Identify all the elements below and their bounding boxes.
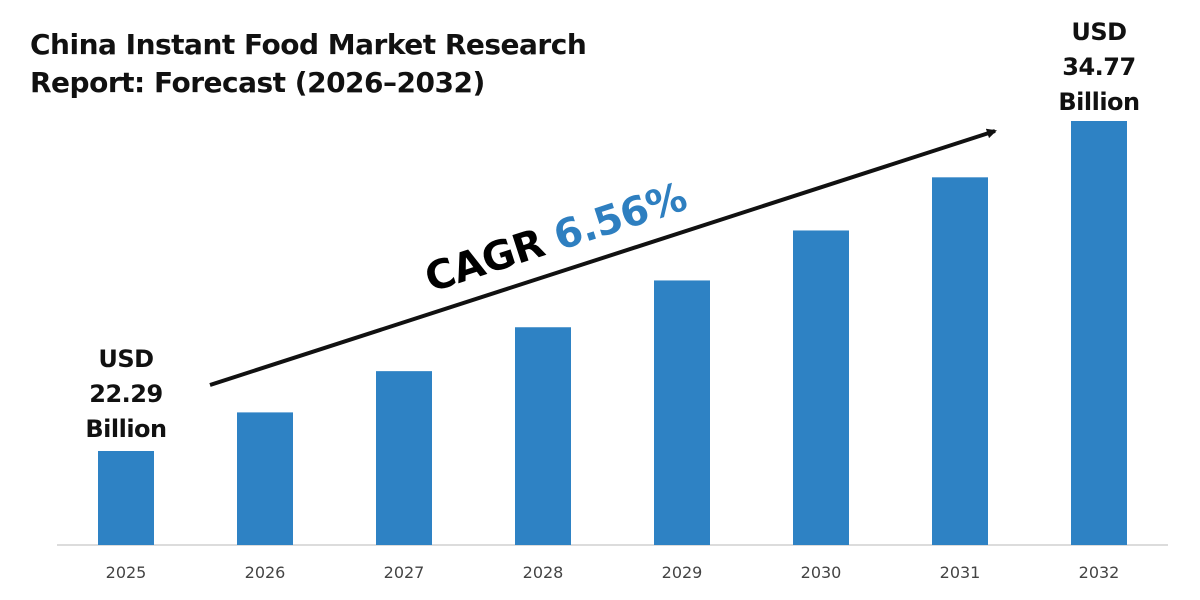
x-tick-label: 2026 [245, 563, 286, 582]
end-label-line-2: 34.77 [1062, 53, 1136, 81]
start-label-line-1: USD [98, 345, 154, 373]
end-value-label: USD 34.77 Billion [1029, 15, 1169, 120]
end-label-line-3: Billion [1058, 88, 1140, 116]
chart-title: China Instant Food Market Research Repor… [30, 26, 587, 102]
x-tick-label: 2030 [801, 563, 842, 582]
x-tick-label: 2028 [523, 563, 564, 582]
bar-2026 [237, 412, 293, 545]
x-tick-label: 2029 [662, 563, 703, 582]
title-line-1: China Instant Food Market Research [30, 28, 587, 61]
bar-2029 [654, 280, 710, 545]
start-label-line-3: Billion [85, 415, 167, 443]
bar-2028 [515, 327, 571, 545]
bar-2025 [98, 451, 154, 545]
start-value-label: USD 22.29 Billion [56, 342, 196, 447]
bar-2027 [376, 371, 432, 545]
x-tick-label: 2032 [1079, 563, 1120, 582]
end-label-line-1: USD [1071, 18, 1127, 46]
x-tick-label: 2031 [940, 563, 981, 582]
start-label-line-2: 22.29 [89, 380, 163, 408]
title-line-2: Report: Forecast (2026–2032) [30, 66, 485, 99]
bar-2031 [932, 177, 988, 545]
growth-arrow [209, 128, 997, 387]
x-tick-label: 2027 [384, 563, 425, 582]
x-tick-label: 2025 [106, 563, 147, 582]
bar-2032 [1071, 121, 1127, 545]
bar-2030 [793, 230, 849, 545]
